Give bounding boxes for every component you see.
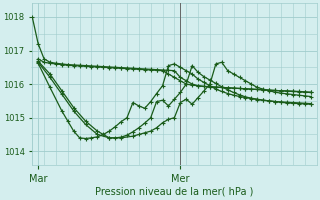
X-axis label: Pression niveau de la mer( hPa ): Pression niveau de la mer( hPa ) xyxy=(95,187,253,197)
